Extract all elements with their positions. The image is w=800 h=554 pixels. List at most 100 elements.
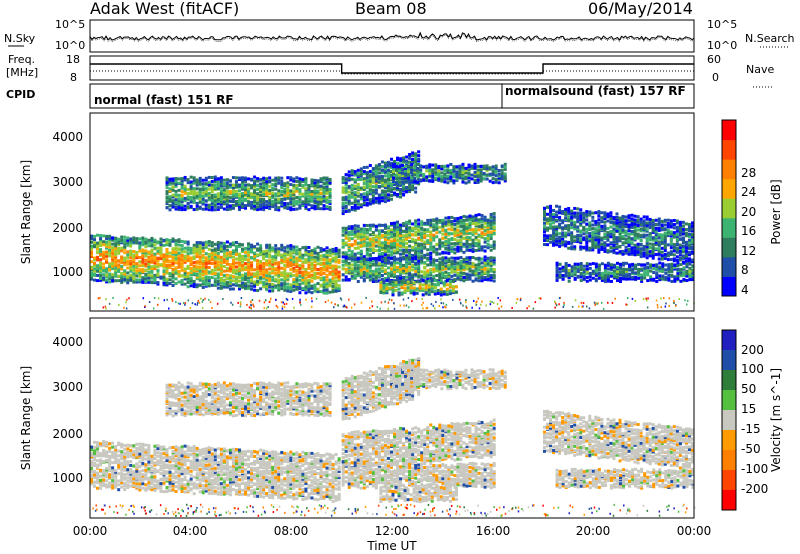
power-cell <box>411 277 415 281</box>
power-cell <box>271 286 275 290</box>
power-cell <box>210 183 214 187</box>
power-cell <box>597 229 601 233</box>
power-cell <box>465 239 469 243</box>
power-cell <box>492 243 496 247</box>
power-cell <box>368 261 372 265</box>
power-cell <box>265 259 269 263</box>
power-cell <box>639 255 643 259</box>
power-cell <box>359 205 363 209</box>
power-cell <box>362 201 366 205</box>
power-cell <box>432 228 436 232</box>
power-cell <box>435 252 439 256</box>
power-cell <box>231 176 235 180</box>
power-cell <box>459 243 463 247</box>
power-cell <box>204 182 208 186</box>
power-cell <box>500 164 504 168</box>
power-cell <box>630 223 634 227</box>
power-cell <box>307 288 311 292</box>
power-cell <box>624 219 628 223</box>
power-cell <box>431 179 435 183</box>
power-cell <box>277 281 281 285</box>
power-cell <box>165 253 169 257</box>
power-cell <box>231 287 235 291</box>
power-cell <box>105 250 109 254</box>
power-cell <box>262 181 266 185</box>
power-cell <box>277 261 281 265</box>
power-cell <box>192 285 196 289</box>
power-cell <box>271 260 275 264</box>
power-cell <box>337 255 341 259</box>
power-cell <box>418 288 422 292</box>
power-cell <box>636 236 640 240</box>
power-cell <box>201 178 205 182</box>
power-cell <box>268 201 272 205</box>
power-cell <box>603 233 607 237</box>
power-cell <box>453 259 457 263</box>
power-cell <box>415 280 419 284</box>
power-cell <box>585 230 589 234</box>
power-cell <box>429 268 433 272</box>
power-cell <box>374 244 378 248</box>
power-cell <box>386 271 390 275</box>
power-cell <box>394 283 398 287</box>
power-cell <box>408 269 412 273</box>
power-cell <box>416 169 420 173</box>
power-cell <box>222 269 226 273</box>
power-cell <box>195 265 199 269</box>
power-cell <box>322 199 326 203</box>
power-cell <box>301 200 305 204</box>
power-cell <box>408 276 412 280</box>
power-cell <box>195 260 199 264</box>
power-cell <box>123 247 127 251</box>
power-cell <box>414 226 418 230</box>
power-cell <box>439 290 443 294</box>
power-cell <box>359 229 363 233</box>
power-cell <box>411 226 415 230</box>
power-cell <box>405 268 409 272</box>
power-cell <box>177 181 181 185</box>
power-cell <box>274 267 278 271</box>
power-cell <box>307 245 311 249</box>
power-cell <box>216 279 220 283</box>
power-cell <box>213 193 217 197</box>
power-cell <box>250 206 254 210</box>
power-cell <box>423 275 427 279</box>
power-cell <box>636 250 640 254</box>
power-cell <box>337 287 341 291</box>
power-cell <box>467 168 471 172</box>
freq-trace <box>90 63 694 74</box>
power-cell <box>174 182 178 186</box>
power-cell <box>337 277 341 281</box>
power-cell <box>126 240 130 244</box>
power-cell <box>397 287 401 291</box>
power-cell <box>207 183 211 187</box>
power-cell <box>316 185 320 189</box>
power-cell <box>286 277 290 281</box>
power-cell <box>201 285 205 289</box>
power-cell <box>159 237 163 241</box>
power-cell <box>180 255 184 259</box>
power-cell <box>546 217 550 221</box>
power-cell <box>468 258 472 262</box>
power-cell <box>259 276 263 280</box>
power-cell <box>588 226 592 230</box>
power-cell <box>231 279 235 283</box>
power-cell <box>298 291 302 295</box>
power-cell <box>201 276 205 280</box>
power-cell <box>259 244 263 248</box>
power-cell <box>108 234 112 238</box>
power-cell <box>420 274 424 278</box>
power-cell <box>347 190 351 194</box>
power-cell <box>591 211 595 215</box>
power-cell <box>389 161 393 165</box>
power-cell <box>639 249 643 253</box>
power-cell <box>102 278 106 282</box>
power-cell <box>129 261 133 265</box>
power-cell <box>448 283 452 287</box>
power-cell <box>471 219 475 223</box>
power-cell <box>228 179 232 183</box>
power-cell <box>456 216 460 220</box>
power-cell <box>201 194 205 198</box>
power-cell <box>627 249 631 253</box>
power-cell <box>486 233 490 237</box>
